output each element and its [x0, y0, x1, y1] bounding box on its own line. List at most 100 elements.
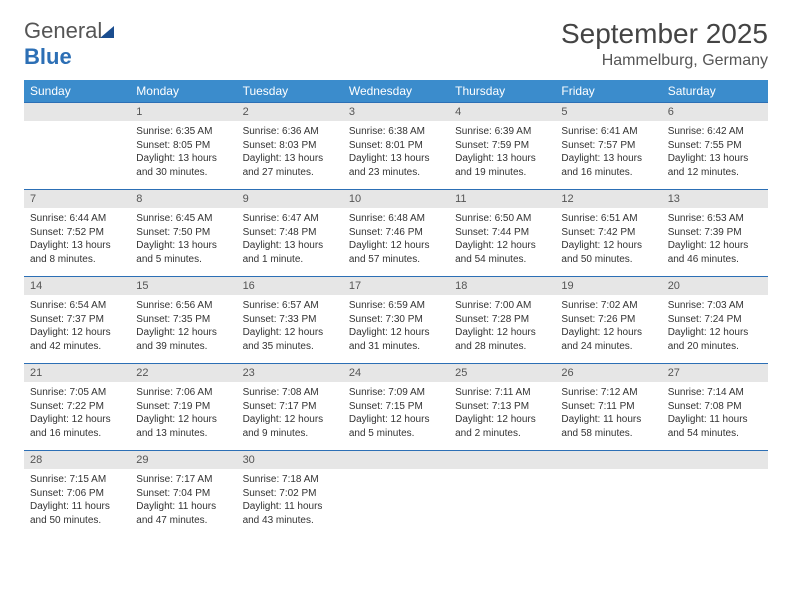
sunset-text: Sunset: 7:39 PM — [668, 226, 762, 240]
day-cell: Sunrise: 6:42 AMSunset: 7:55 PMDaylight:… — [662, 121, 768, 190]
sunrise-text: Sunrise: 6:53 AM — [668, 212, 762, 226]
daylight-text: Daylight: 12 hours — [243, 413, 337, 427]
sunrise-text: Sunrise: 7:09 AM — [349, 386, 443, 400]
daylight-text: and 1 minute. — [243, 253, 337, 267]
daylight-text: Daylight: 12 hours — [561, 239, 655, 253]
sunset-text: Sunset: 7:35 PM — [136, 313, 230, 327]
daynum-row: 14151617181920 — [24, 277, 768, 296]
calendar-table: Sunday Monday Tuesday Wednesday Thursday… — [24, 80, 768, 537]
calendar-body: 123456 Sunrise: 6:35 AMSunset: 8:05 PMDa… — [24, 103, 768, 538]
day-cell: Sunrise: 6:48 AMSunset: 7:46 PMDaylight:… — [343, 208, 449, 277]
brand-text: General Blue — [24, 18, 114, 70]
sunset-text: Sunset: 7:59 PM — [455, 139, 549, 153]
daylight-text: Daylight: 11 hours — [243, 500, 337, 514]
daylight-text: and 50 minutes. — [30, 514, 124, 528]
day-number: 28 — [24, 451, 130, 470]
day-cell: Sunrise: 6:54 AMSunset: 7:37 PMDaylight:… — [24, 295, 130, 364]
weekday-header: Monday — [130, 80, 236, 103]
daylight-text: and 8 minutes. — [30, 253, 124, 267]
weekday-header: Thursday — [449, 80, 555, 103]
sunset-text: Sunset: 7:48 PM — [243, 226, 337, 240]
brand-logo: General Blue — [24, 18, 114, 70]
sunrise-text: Sunrise: 7:02 AM — [561, 299, 655, 313]
sunrise-text: Sunrise: 7:03 AM — [668, 299, 762, 313]
sunset-text: Sunset: 7:46 PM — [349, 226, 443, 240]
day-cell: Sunrise: 6:56 AMSunset: 7:35 PMDaylight:… — [130, 295, 236, 364]
daylight-text: and 27 minutes. — [243, 166, 337, 180]
daylight-text: Daylight: 13 hours — [455, 152, 549, 166]
sunrise-text: Sunrise: 7:06 AM — [136, 386, 230, 400]
sunset-text: Sunset: 7:37 PM — [30, 313, 124, 327]
sunset-text: Sunset: 8:05 PM — [136, 139, 230, 153]
sunset-text: Sunset: 7:22 PM — [30, 400, 124, 414]
daylight-text: Daylight: 12 hours — [349, 239, 443, 253]
day-cell: Sunrise: 6:53 AMSunset: 7:39 PMDaylight:… — [662, 208, 768, 277]
sunset-text: Sunset: 7:11 PM — [561, 400, 655, 414]
details-row: Sunrise: 6:54 AMSunset: 7:37 PM Daylight:… — [24, 295, 768, 364]
day-number: 22 — [130, 364, 236, 383]
day-number — [24, 103, 130, 122]
day-cell: Sunrise: 7:02 AMSunset: 7:26 PMDaylight:… — [555, 295, 661, 364]
sunrise-text: Sunrise: 6:54 AM — [30, 299, 124, 313]
day-number: 13 — [662, 190, 768, 209]
sunrise-text: Sunrise: 7:18 AM — [243, 473, 337, 487]
sunrise-text: Sunrise: 7:15 AM — [30, 473, 124, 487]
sunrise-text: Sunrise: 6:36 AM — [243, 125, 337, 139]
sunrise-text: Sunrise: 6:59 AM — [349, 299, 443, 313]
day-cell: Sunrise: 7:09 AMSunset: 7:15 PMDaylight:… — [343, 382, 449, 451]
daylight-text: Daylight: 13 hours — [668, 152, 762, 166]
daylight-text: Daylight: 13 hours — [30, 239, 124, 253]
daylight-text: and 58 minutes. — [561, 427, 655, 441]
day-number: 16 — [237, 277, 343, 296]
daylight-text: Daylight: 13 hours — [561, 152, 655, 166]
daylight-text: and 19 minutes. — [455, 166, 549, 180]
sunrise-text: Sunrise: 7:12 AM — [561, 386, 655, 400]
sunset-text: Sunset: 7:02 PM — [243, 487, 337, 501]
sunrise-text: Sunrise: 6:51 AM — [561, 212, 655, 226]
day-cell: Sunrise: 7:12 AMSunset: 7:11 PMDaylight:… — [555, 382, 661, 451]
daylight-text: and 12 minutes. — [668, 166, 762, 180]
day-cell: Sunrise: 7:15 AMSunset: 7:06 PMDaylight:… — [24, 469, 130, 537]
daylight-text: Daylight: 12 hours — [561, 326, 655, 340]
day-cell: Sunrise: 7:18 AMSunset: 7:02 PMDaylight:… — [237, 469, 343, 537]
day-cell: Sunrise: 7:05 AMSunset: 7:22 PMDaylight:… — [24, 382, 130, 451]
day-number: 4 — [449, 103, 555, 122]
day-cell: Sunrise: 7:08 AMSunset: 7:17 PMDaylight:… — [237, 382, 343, 451]
sunset-text: Sunset: 7:28 PM — [455, 313, 549, 327]
sunrise-text: Sunrise: 6:35 AM — [136, 125, 230, 139]
sunrise-text: Sunrise: 7:00 AM — [455, 299, 549, 313]
daylight-text: Daylight: 13 hours — [349, 152, 443, 166]
sunrise-text: Sunrise: 7:14 AM — [668, 386, 762, 400]
daylight-text: Daylight: 13 hours — [243, 152, 337, 166]
weekday-header: Friday — [555, 80, 661, 103]
daylight-text: and 28 minutes. — [455, 340, 549, 354]
daylight-text: and 46 minutes. — [668, 253, 762, 267]
daylight-text: Daylight: 11 hours — [668, 413, 762, 427]
day-cell: Sunrise: 6:35 AMSunset: 8:05 PMDaylight:… — [130, 121, 236, 190]
weekday-header: Saturday — [662, 80, 768, 103]
day-number — [343, 451, 449, 470]
day-cell: Sunrise: 7:00 AMSunset: 7:28 PMDaylight:… — [449, 295, 555, 364]
weekday-header: Tuesday — [237, 80, 343, 103]
daylight-text: and 5 minutes. — [349, 427, 443, 441]
sunset-text: Sunset: 7:26 PM — [561, 313, 655, 327]
sunset-text: Sunset: 7:57 PM — [561, 139, 655, 153]
daylight-text: Daylight: 11 hours — [30, 500, 124, 514]
sunset-text: Sunset: 7:30 PM — [349, 313, 443, 327]
day-cell: Sunrise: 7:11 AMSunset: 7:13 PMDaylight:… — [449, 382, 555, 451]
day-cell: Sunrise: 7:06 AMSunset: 7:19 PMDaylight:… — [130, 382, 236, 451]
sunrise-text: Sunrise: 6:48 AM — [349, 212, 443, 226]
sunrise-text: Sunrise: 7:11 AM — [455, 386, 549, 400]
daynum-row: 282930 — [24, 451, 768, 470]
daylight-text: and 50 minutes. — [561, 253, 655, 267]
day-cell: Sunrise: 6:39 AMSunset: 7:59 PMDaylight:… — [449, 121, 555, 190]
daylight-text: and 24 minutes. — [561, 340, 655, 354]
day-cell — [662, 469, 768, 537]
day-cell: Sunrise: 6:38 AMSunset: 8:01 PMDaylight:… — [343, 121, 449, 190]
day-number: 5 — [555, 103, 661, 122]
sunrise-text: Sunrise: 6:45 AM — [136, 212, 230, 226]
daylight-text: and 13 minutes. — [136, 427, 230, 441]
title-block: September 2025 Hammelburg, Germany — [561, 18, 768, 70]
day-cell: Sunrise: 6:59 AMSunset: 7:30 PMDaylight:… — [343, 295, 449, 364]
weekday-header-row: Sunday Monday Tuesday Wednesday Thursday… — [24, 80, 768, 103]
